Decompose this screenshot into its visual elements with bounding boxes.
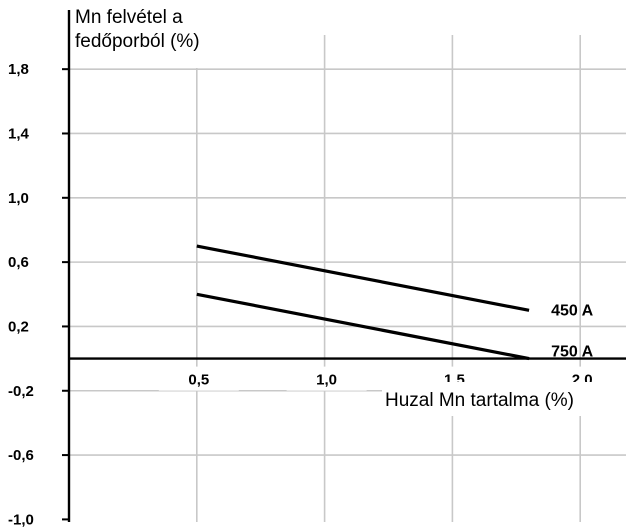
series-layer <box>196 244 530 361</box>
series-line-1 <box>196 292 530 361</box>
y-tick-label-4: 0,2 <box>8 318 29 335</box>
series-label-1: 750 A <box>551 344 594 361</box>
axis-layer <box>62 10 626 522</box>
x-axis-title: Huzal Mn tartalma (%) <box>385 390 574 411</box>
y-tick-label-5: -0,2 <box>8 383 34 400</box>
grid-layer <box>69 35 626 522</box>
y-tick-label-1: 1,4 <box>8 125 30 142</box>
y-axis-title-bg <box>72 0 262 68</box>
series-line-0 <box>196 244 530 312</box>
x-tick-label-1: 1,0 <box>316 372 337 389</box>
y-tick-label-7: -1,0 <box>8 511 34 528</box>
y-tick-label-2: 1,0 <box>8 190 29 207</box>
tick-layer: 0,5 1,0 1,5 2,01,81,41,00,60,2-0,2-0,6-1,0 <box>8 61 623 528</box>
y-axis-title: Mn felvétel a fedőporból (%) <box>75 7 200 52</box>
y-tick-label-0: 1,8 <box>8 61 29 78</box>
series-label-0: 450 A <box>551 302 594 319</box>
label-layer: 450 A 750 A Mn felvétel a fedőporból (%) Huz… <box>72 0 630 416</box>
x-tick-label-bg-0 <box>158 366 239 391</box>
x-tick-label-bg-1 <box>286 366 367 391</box>
x-tick-label-0: 0,5 <box>188 372 209 389</box>
x-axis-title-bg <box>382 382 630 416</box>
y-tick-label-6: -0,6 <box>8 447 34 464</box>
y-tick-label-3: 0,6 <box>8 254 29 271</box>
